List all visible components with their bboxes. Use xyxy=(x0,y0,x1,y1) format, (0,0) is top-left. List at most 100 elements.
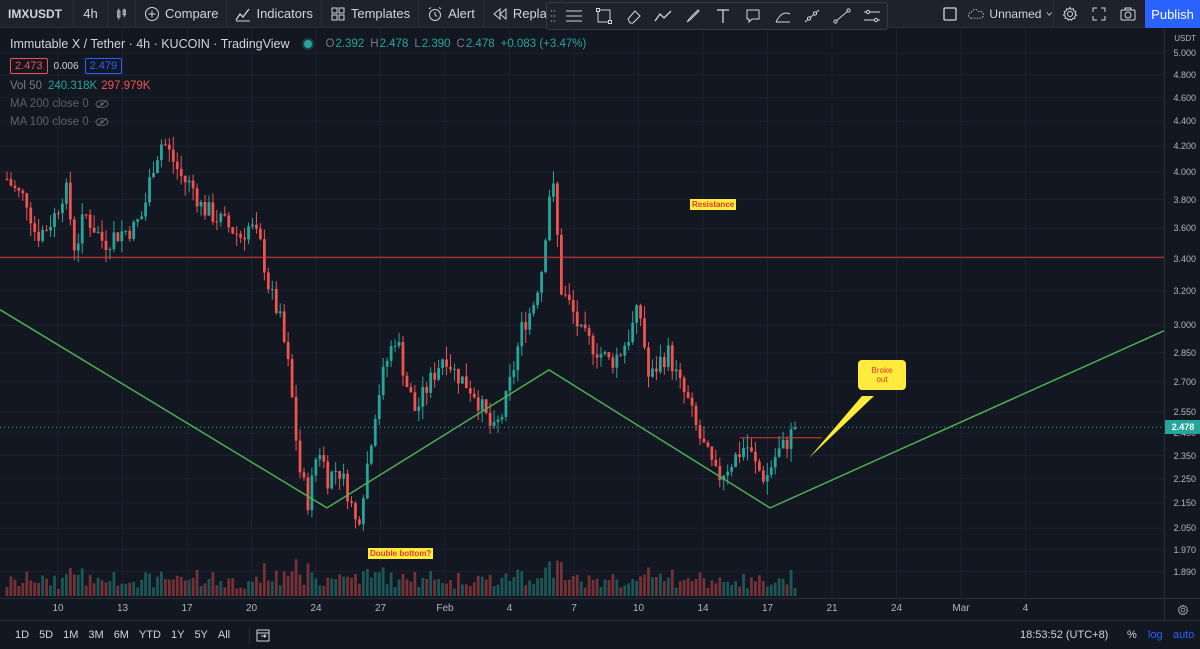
volume-bar xyxy=(536,578,540,596)
candle-body xyxy=(567,294,571,301)
ask-price[interactable]: 2.479 xyxy=(84,58,123,74)
volume-bar xyxy=(9,576,13,596)
volume-bar xyxy=(393,587,397,596)
settings-button[interactable] xyxy=(1057,0,1083,28)
symbol-search[interactable]: IMXUSDT xyxy=(0,0,74,28)
text-icon xyxy=(716,9,729,23)
candle-body xyxy=(694,405,698,426)
candle-body xyxy=(25,193,29,208)
volume-bar xyxy=(457,572,460,596)
candle-body xyxy=(746,447,749,449)
range-button-1m[interactable]: 1M xyxy=(63,629,79,641)
volume-bar xyxy=(504,573,508,596)
clock[interactable]: 18:53:52 (UTC+8) xyxy=(1020,629,1109,641)
candle-body xyxy=(266,272,270,290)
candle-body xyxy=(231,227,235,234)
price-tick: 3.600 xyxy=(1173,223,1196,234)
range-button-5d[interactable]: 5D xyxy=(39,629,54,641)
drag-handle[interactable] xyxy=(547,3,559,29)
range-button-5y[interactable]: 5Y xyxy=(194,629,208,641)
candle-body xyxy=(559,234,563,295)
auto-toggle[interactable]: auto xyxy=(1173,629,1195,641)
ray-tool-button[interactable] xyxy=(798,3,828,29)
candle-body xyxy=(524,322,528,330)
interval-button[interactable]: 4h xyxy=(74,0,108,28)
volume-bar xyxy=(231,578,235,596)
price-chart[interactable] xyxy=(0,28,1164,598)
candle-body xyxy=(627,341,631,346)
candle-body xyxy=(563,294,567,296)
volume-bar xyxy=(286,575,290,596)
volume-bar xyxy=(508,580,512,596)
range-button-3m[interactable]: 3M xyxy=(88,629,104,641)
volume-bar xyxy=(694,579,698,596)
chart-legend: Immutable X / Tether · 4h · KUCOIN · Tra… xyxy=(10,35,586,131)
candle-body xyxy=(322,455,326,462)
fullscreen-button[interactable] xyxy=(1086,0,1112,28)
volume-value-1: 240.318K xyxy=(47,80,98,92)
layout-toggle-button[interactable] xyxy=(938,0,962,28)
lines-tool-button[interactable] xyxy=(559,3,589,29)
low-label: L xyxy=(414,38,421,50)
broke-out-callout[interactable]: Broke out xyxy=(858,360,906,390)
indicators-button[interactable]: Indicators xyxy=(227,0,322,28)
candle-body xyxy=(603,352,607,354)
double-bottom-annotation[interactable]: Double bottom? xyxy=(368,548,434,559)
bid-price[interactable]: 2.473 xyxy=(10,58,48,74)
alert-button[interactable]: Alert xyxy=(419,0,484,28)
trend-line-tool-button[interactable] xyxy=(827,3,857,29)
candle-body xyxy=(183,176,187,183)
layout-name-button[interactable]: Unnamed xyxy=(968,0,1054,28)
templates-icon xyxy=(331,7,345,20)
chart-pane[interactable] xyxy=(0,28,1164,598)
candle-body xyxy=(326,461,330,489)
more-tools-button[interactable] xyxy=(857,3,887,29)
volume-bar xyxy=(49,585,52,596)
time-axis[interactable]: 10 13 17 20 24 27 Feb 4 7 10 14 17 21 24 Mar 4 xyxy=(0,598,1164,620)
time-tick: 20 xyxy=(245,603,258,614)
candle-body xyxy=(262,239,266,273)
candle-body xyxy=(144,202,147,217)
chart-type-button[interactable] xyxy=(108,0,136,28)
range-button-all[interactable]: All xyxy=(217,629,231,641)
volume-bar xyxy=(128,582,132,596)
candle-body xyxy=(472,393,476,398)
range-button-1d[interactable]: 1D xyxy=(15,629,30,641)
snapshot-button[interactable] xyxy=(1115,0,1141,28)
price-scale[interactable]: USDT 5.000 4.800 4.600 4.400 4.200 4.000 3.800… xyxy=(1164,28,1200,598)
hidden-eye-icon[interactable] xyxy=(95,99,109,109)
polyline-tool-button[interactable] xyxy=(648,3,678,29)
range-button-6m[interactable]: 6M xyxy=(113,629,129,641)
rectangle-tool-button[interactable] xyxy=(589,3,619,29)
price-tick: 2.050 xyxy=(1173,523,1196,534)
range-button-1y[interactable]: 1Y xyxy=(170,629,185,641)
volume-bar xyxy=(358,583,361,596)
candle-body xyxy=(215,221,219,223)
volume-bar xyxy=(61,577,64,596)
high-value: 2.478 xyxy=(379,38,409,50)
volume-bar xyxy=(710,580,714,596)
projection-tool-button[interactable] xyxy=(768,3,798,29)
text-tool-button[interactable] xyxy=(708,3,738,29)
resistance-annotation[interactable]: Resistance xyxy=(690,199,737,210)
brush-tool-button[interactable] xyxy=(678,3,708,29)
candle-body xyxy=(92,227,96,233)
publish-button[interactable]: Publish xyxy=(1145,0,1200,28)
scale-settings-button[interactable] xyxy=(1164,598,1200,620)
candle-body xyxy=(207,202,211,216)
date-range-button[interactable] xyxy=(249,626,276,644)
volume-bar xyxy=(251,581,254,596)
hidden-eye-icon[interactable] xyxy=(95,117,109,127)
callout-tool-button[interactable] xyxy=(738,3,768,29)
percent-toggle[interactable]: % xyxy=(1127,629,1137,641)
candle-body xyxy=(698,425,702,439)
templates-button[interactable]: Templates xyxy=(322,0,420,28)
log-toggle[interactable]: log xyxy=(1148,629,1163,641)
candle-body xyxy=(195,188,199,207)
eraser-tool-button[interactable] xyxy=(619,3,649,29)
volume-bar xyxy=(655,576,658,596)
compare-button[interactable]: Compare xyxy=(136,0,228,28)
volume-bar xyxy=(678,581,682,596)
close-label: C xyxy=(456,38,465,50)
range-button-ytd[interactable]: YTD xyxy=(138,629,161,641)
